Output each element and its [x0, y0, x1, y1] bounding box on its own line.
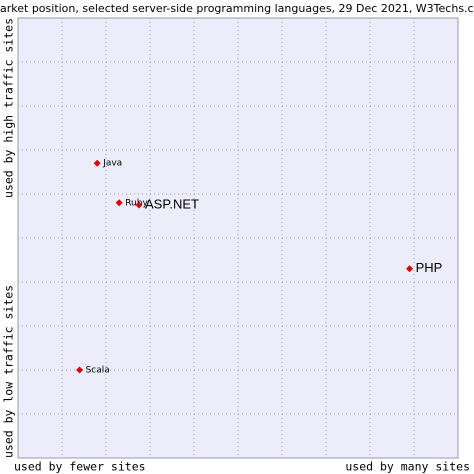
point-label: Ruby — [125, 198, 148, 208]
point — [115, 199, 123, 207]
point-label: PHP — [416, 260, 443, 275]
chart-title: arket position, selected server-side pro… — [0, 2, 474, 15]
x-axis-label-high: used by many sites — [345, 460, 470, 474]
y-axis-label-low: used by low traffic sites — [2, 285, 16, 458]
point — [93, 159, 101, 167]
point-label: Scala — [86, 366, 110, 376]
point — [406, 265, 414, 273]
point — [76, 366, 84, 374]
point-label: Java — [102, 159, 122, 169]
y-axis-label-high: used by high traffic sites — [2, 18, 16, 198]
point-label: ASP.NET — [145, 196, 199, 211]
x-axis-label-low: used by fewer sites — [14, 460, 146, 474]
point — [135, 201, 143, 209]
